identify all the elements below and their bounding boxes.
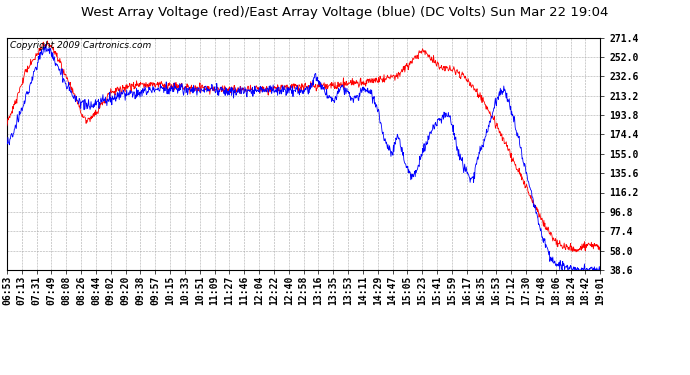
Text: Copyright 2009 Cartronics.com: Copyright 2009 Cartronics.com — [10, 41, 151, 50]
Text: West Array Voltage (red)/East Array Voltage (blue) (DC Volts) Sun Mar 22 19:04: West Array Voltage (red)/East Array Volt… — [81, 6, 609, 19]
